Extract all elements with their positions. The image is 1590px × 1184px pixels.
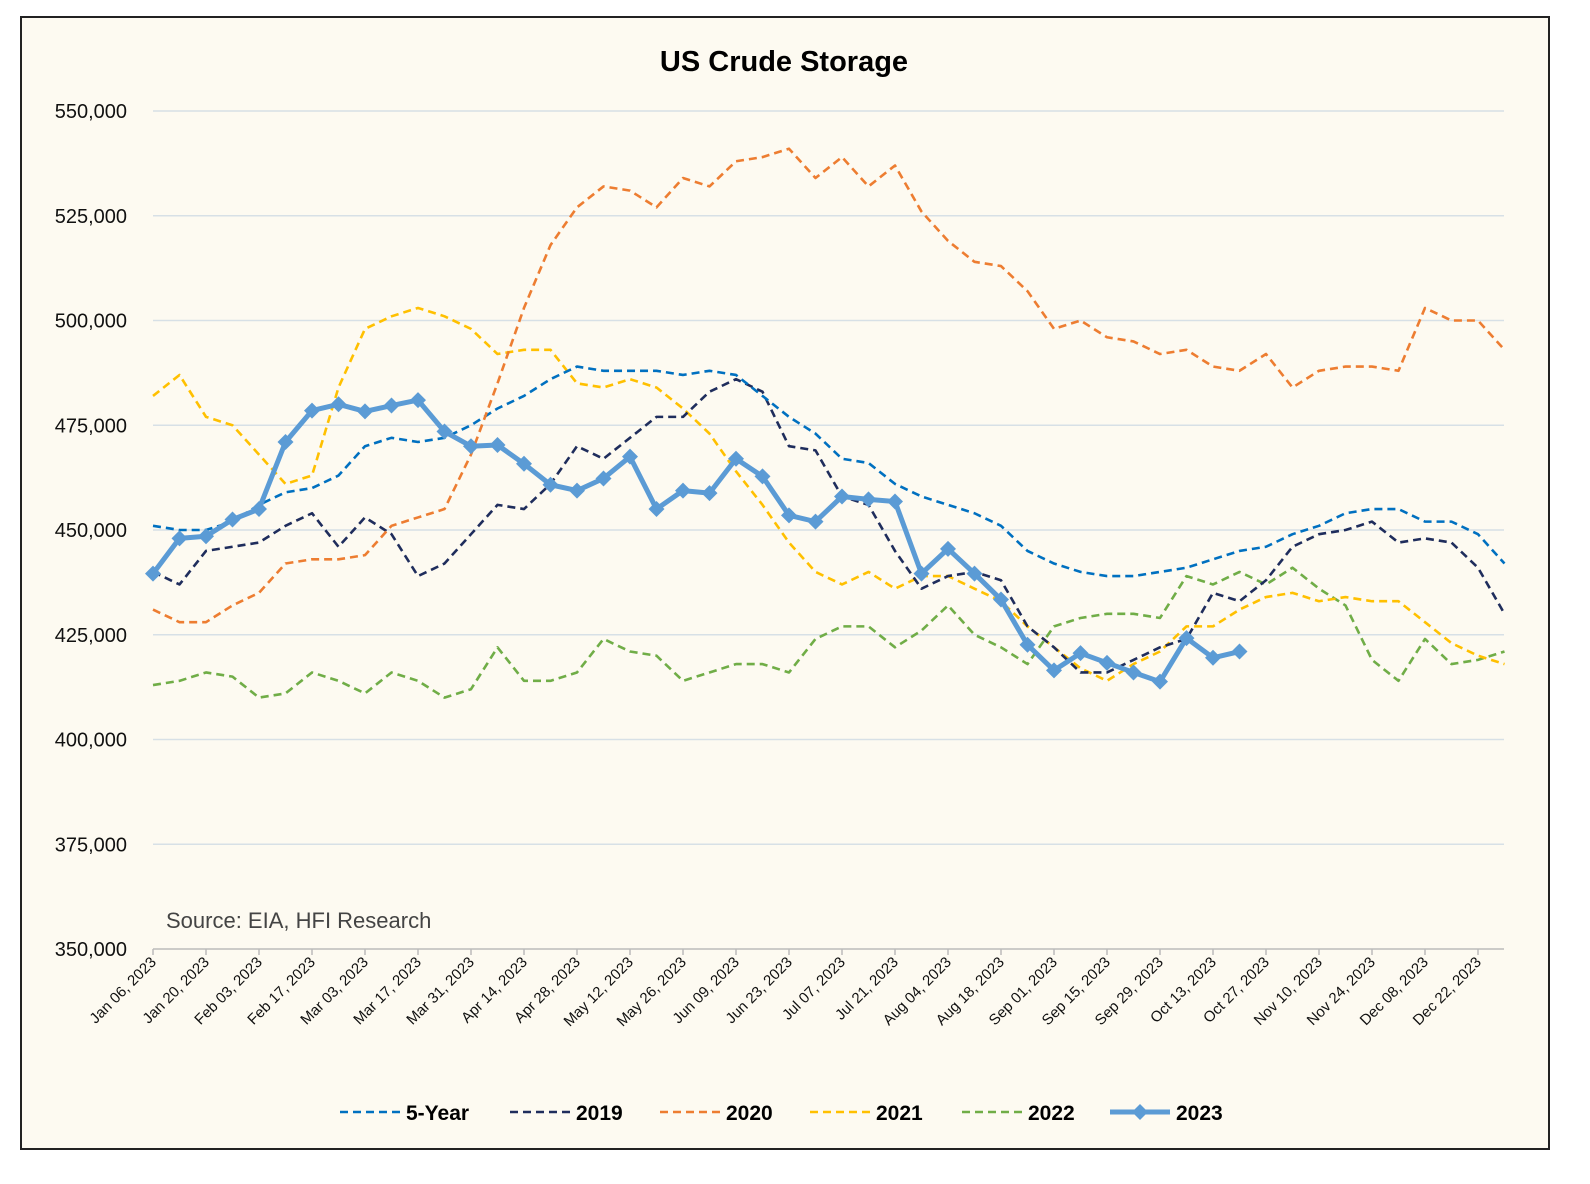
data-point-2023 [1125,664,1142,681]
legend-label-2023: 2023 [1176,1102,1223,1125]
legend-label-2020: 2020 [726,1102,773,1125]
data-point-2023 [1099,654,1115,671]
y-tick-label: 475,000 [55,415,127,437]
data-point-2023 [595,470,612,487]
data-point-2023 [966,565,983,582]
y-tick-label: 350,000 [55,939,127,961]
data-point-2023 [1231,643,1248,660]
y-tick-label: 450,000 [55,520,127,542]
y-tick-label: 550,000 [55,101,127,123]
data-point-2023 [1205,649,1221,666]
series-line-2021 [152,306,1505,683]
data-point-2023 [145,565,161,582]
legend-label-2022: 2022 [1028,1102,1075,1125]
series-line-2022 [152,566,1505,699]
series-line-2023 [151,397,1241,685]
legend-marker [1132,1104,1148,1120]
data-point-2023 [675,482,691,499]
y-tick-label: 500,000 [55,311,127,333]
data-point-2023 [383,397,400,414]
data-point-2023 [754,468,771,485]
data-point-2023 [436,423,453,440]
chart-title: US Crude Storage [660,46,908,78]
data-point-2023 [781,507,797,524]
data-point-2023 [251,501,267,518]
data-point-2023 [648,501,665,518]
data-point-2023 [277,434,294,451]
series-line-5-year [152,365,1506,578]
data-point-2023 [1152,673,1168,690]
data-point-2023 [834,488,850,505]
legend-label-2019: 2019 [576,1102,623,1125]
data-point-2023 [171,530,188,547]
data-point-2023 [224,511,241,528]
data-point-2023 [913,565,930,582]
data-point-2023 [887,493,903,510]
data-point-2023 [516,455,532,472]
data-point-2023 [410,392,426,409]
data-point-2023 [728,450,744,467]
y-tick-label: 375,000 [55,834,127,856]
data-point-2023 [489,436,506,453]
legend-label-5-year: 5-Year [406,1102,469,1125]
data-point-2023 [569,482,585,499]
data-point-2023 [807,513,824,530]
data-point-2023 [1019,636,1036,653]
data-point-2023 [860,491,877,508]
data-point-2023 [1046,662,1062,679]
data-point-2023 [1072,645,1089,662]
data-point-2023 [198,528,214,545]
series-line-2020 [152,147,1506,624]
data-point-2023 [463,438,479,455]
data-point-2023 [993,591,1009,608]
data-point-2023 [940,540,956,557]
data-point-2023 [701,485,718,502]
chart-frame [20,16,1550,1150]
y-tick-label: 525,000 [55,206,127,228]
data-point-2023 [622,448,638,465]
y-tick-label: 400,000 [55,730,127,752]
series-line-2019 [152,377,1506,674]
y-tick-label: 425,000 [55,625,127,647]
data-point-2023 [330,396,347,413]
data-point-2023 [304,402,320,419]
source-annotation: Source: EIA, HFI Research [166,908,431,933]
data-point-2023 [542,476,559,493]
legend-label-2021: 2021 [876,1102,923,1125]
data-point-2023 [1178,630,1195,647]
data-point-2023 [357,403,373,420]
